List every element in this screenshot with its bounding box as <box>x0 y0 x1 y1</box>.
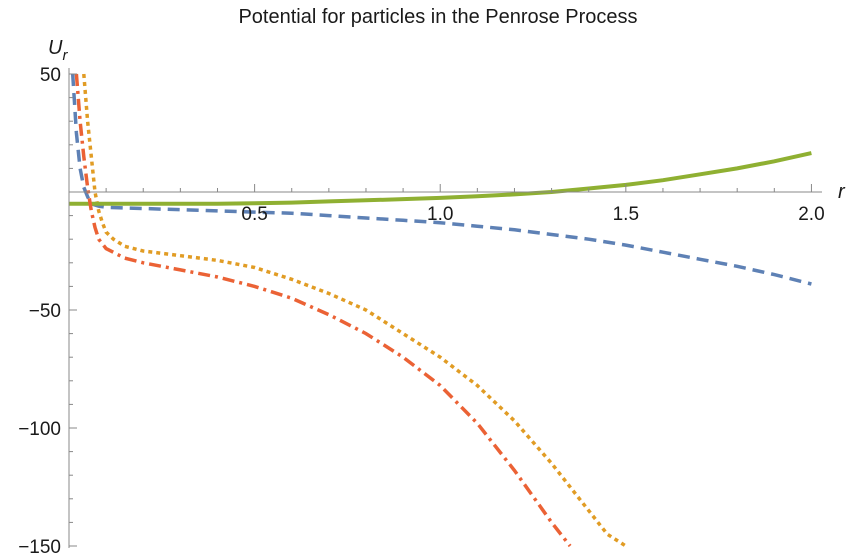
series-line-1 <box>70 73 812 286</box>
y-axis-label: Ur <box>48 37 68 64</box>
series-line-4 <box>74 73 572 548</box>
y-tick-label: −50 <box>29 301 61 322</box>
y-tick-label: −100 <box>18 419 61 440</box>
y-tick-label: −150 <box>18 537 61 558</box>
y-tick-label: 50 <box>40 65 61 86</box>
series-line-2 <box>82 73 627 548</box>
ticks-layer: 0.5 1.0 1.5 2.0 −150 −100 −50 50 <box>18 65 824 558</box>
series-layer <box>69 73 812 548</box>
series-line-3 <box>69 151 812 206</box>
x-tick-label: 0.5 <box>241 204 267 225</box>
x-axis-label: r <box>838 181 846 203</box>
x-tick-label: 1.5 <box>613 204 639 225</box>
x-tick-label: 2.0 <box>798 204 824 225</box>
x-tick-label: 1.0 <box>427 204 453 225</box>
y-axis-label-subscript: r <box>62 47 68 64</box>
chart-title: Potential for particles in the Penrose P… <box>238 6 637 28</box>
